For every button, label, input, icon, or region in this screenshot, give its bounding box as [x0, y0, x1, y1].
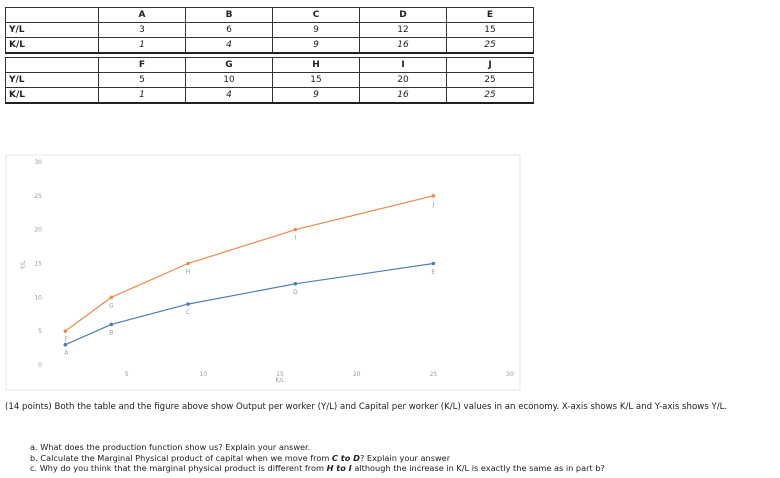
- x-axis-label: K/L: [275, 377, 285, 384]
- data-point: [109, 295, 114, 300]
- question-text: although the increase in K/L is exactly …: [351, 463, 605, 473]
- table-row: K/L 1 4 9 16 25: [5, 37, 534, 54]
- table-cell: 15: [446, 22, 534, 38]
- question-text: a. What does the production function sho…: [30, 442, 311, 452]
- x-tick-label: 5: [125, 371, 129, 378]
- chart-frame: [5, 154, 521, 391]
- table-cell: 3: [98, 22, 186, 38]
- y-tick-label: 0: [38, 362, 42, 369]
- x-tick-label: 30: [506, 371, 514, 378]
- point-label: J: [431, 201, 434, 208]
- point-label: H: [186, 269, 191, 276]
- y-tick-label: 15: [34, 261, 42, 268]
- table-cell: 25: [446, 72, 534, 88]
- table-row: Y/L 5 10 15 20 25: [5, 72, 534, 88]
- point-label: B: [109, 329, 113, 336]
- y-tick-label: 5: [38, 328, 42, 335]
- question: a. What does the production function sho…: [30, 442, 310, 452]
- data-point: [431, 194, 436, 198]
- data-point: [431, 261, 436, 266]
- question: b. Calculate the Marginal Physical produ…: [30, 453, 450, 463]
- y-axis-label: Y/L: [20, 260, 27, 271]
- question-text: ? Explain your answer: [359, 452, 451, 463]
- point-label: I: [294, 235, 296, 242]
- y-tick-label: 30: [34, 159, 42, 166]
- data-table: F G H I J Y/L 5 10 15 20 25 K/L 1 4 9 16 25: [5, 57, 534, 104]
- question-text: C to D: [331, 452, 360, 463]
- point-label: C: [186, 309, 190, 316]
- table-cell: 5: [98, 72, 186, 88]
- x-tick-label: 25: [430, 371, 438, 378]
- intro-text: (14 points) Both the table and the figur…: [5, 402, 728, 412]
- question-text: c. Why do you think that the marginal ph…: [30, 463, 327, 473]
- data-point: [293, 282, 298, 286]
- table-cell: 9: [272, 37, 360, 54]
- row-label: K/L: [5, 87, 99, 104]
- question: c. Why do you think that the marginal ph…: [30, 463, 605, 473]
- y-tick-label: 10: [34, 294, 42, 301]
- point-label: E: [431, 269, 435, 276]
- point-label: A: [64, 350, 69, 357]
- question-text: H to I: [326, 463, 352, 473]
- y-tick-label: 25: [34, 193, 42, 200]
- table-cell: 9: [272, 87, 360, 104]
- data-point: [186, 261, 190, 266]
- point-label: F: [65, 336, 69, 343]
- question-text: b. Calculate the Marginal Physical produ…: [30, 452, 332, 463]
- table-row: Y/L 3 6 9 12 15: [5, 22, 534, 38]
- point-label: D: [293, 289, 298, 296]
- series-line: [65, 262, 434, 346]
- point-label: G: [109, 302, 114, 309]
- table-cell: 25: [446, 87, 534, 104]
- table-cell: 25: [446, 37, 534, 54]
- series-line: [64, 195, 434, 332]
- data-point: [109, 322, 114, 327]
- data-table: A B C D E Y/L 3 6 9 12 15 K/L 1 4 9 16 25: [5, 7, 534, 54]
- x-tick-label: 20: [353, 371, 361, 378]
- data-point: [63, 342, 68, 347]
- x-tick-label: 10: [200, 371, 208, 378]
- y-tick-label: 20: [34, 227, 42, 234]
- data-point: [63, 329, 68, 333]
- row-label: K/L: [5, 37, 99, 54]
- data-point: [293, 227, 298, 232]
- table-row: K/L 1 4 9 16 25: [5, 87, 534, 104]
- data-point: [186, 302, 190, 306]
- x-tick-label: 15: [276, 371, 284, 378]
